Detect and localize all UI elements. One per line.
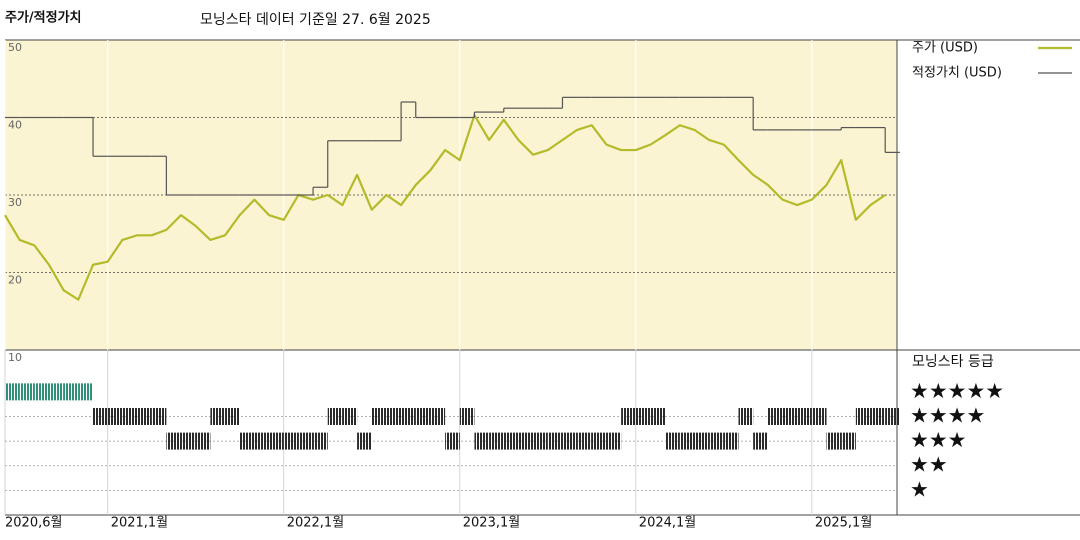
rating-bar [78,383,94,401]
rating-bar [210,407,226,425]
rating-bar [489,432,504,450]
rating-bar [445,432,460,450]
rating-bar [694,432,710,450]
rating-bar [313,432,328,450]
x-tick-label: 2023,1월 [463,516,520,531]
rating-label: ★★★★ [910,403,985,427]
rating-bar [767,407,783,425]
rating-bar [63,383,79,401]
rating-bar [679,432,695,450]
rating-bar [298,432,314,450]
rating-bar [5,383,20,401]
rating-bar [283,432,299,450]
rating-bar [415,407,431,425]
y-tick-label: 20 [8,274,22,287]
rating-bar [753,432,768,450]
x-tick-label: 2022,1월 [287,516,344,531]
rating-bar [371,407,387,425]
rating-bar [885,407,900,425]
chart-subtitle: 모닝스타 데이터 기준일 27. 6월 2025 [200,12,431,28]
legend-label: 주가 (USD) [912,41,978,56]
rating-bar [357,432,372,450]
rating-bar [503,432,519,450]
rating-title: 모닝스타 등급 [912,354,994,370]
rating-bar [254,432,270,450]
y-tick-label: 30 [8,196,22,209]
rating-bar [562,432,578,450]
rating-bar [239,432,255,450]
rating-bar [122,407,138,425]
rating-bar [107,407,123,425]
rating-bar [327,407,343,425]
rating-bar [166,432,182,450]
rating-bar [19,383,35,401]
rating-bar [870,407,886,425]
rating-bar [797,407,812,425]
rating-label: ★★★★★ [910,379,1004,403]
rating-bar [342,407,358,425]
rating-bar [635,407,651,425]
rating-bar [665,432,680,450]
rating-bar [577,432,592,450]
rating-bar [547,432,563,450]
rating-bar [855,407,871,425]
chart-title: 주가/적정가치 [5,10,82,26]
y-tick-label: 10 [8,351,22,364]
rating-bar [181,432,196,450]
rating-bar [591,432,607,450]
y-tick-label: 50 [8,41,22,54]
rating-bar [386,407,402,425]
rating-bar [533,432,548,450]
rating-label: ★ [910,477,929,501]
price-line [4,114,886,301]
rating-bar [621,407,636,425]
rating-bar [826,432,842,450]
rating-bar [474,432,490,450]
rating-bar [606,432,622,450]
rating-bar [709,432,724,450]
rating-bar [518,432,534,450]
y-tick-label: 40 [8,119,22,132]
rating-bar [430,407,446,425]
x-tick-label: 2020,6월 [5,516,62,531]
x-tick-label: 2024,1월 [639,516,696,531]
rating-bar [723,432,739,450]
rating-bar [811,407,827,425]
rating-bar [269,432,284,450]
rating-bar [782,407,798,425]
x-tick-label: 2021,1월 [111,516,168,531]
rating-bar [401,407,416,425]
rating-bar [49,383,64,401]
rating-bar [151,407,167,425]
rating-bar [738,407,754,425]
rating-bar [650,407,666,425]
rating-label: ★★★ [910,428,966,452]
rating-bar [225,407,240,425]
rating-bar [137,407,152,425]
rating-label: ★★ [910,453,948,477]
rating-bar [34,383,50,401]
x-tick-label: 2025,1월 [815,516,872,531]
rating-bar [459,407,475,425]
legend-label: 적정가치 (USD) [912,66,1002,81]
rating-bar [841,432,856,450]
rating-bar [195,432,211,450]
rating-bar [93,407,108,425]
